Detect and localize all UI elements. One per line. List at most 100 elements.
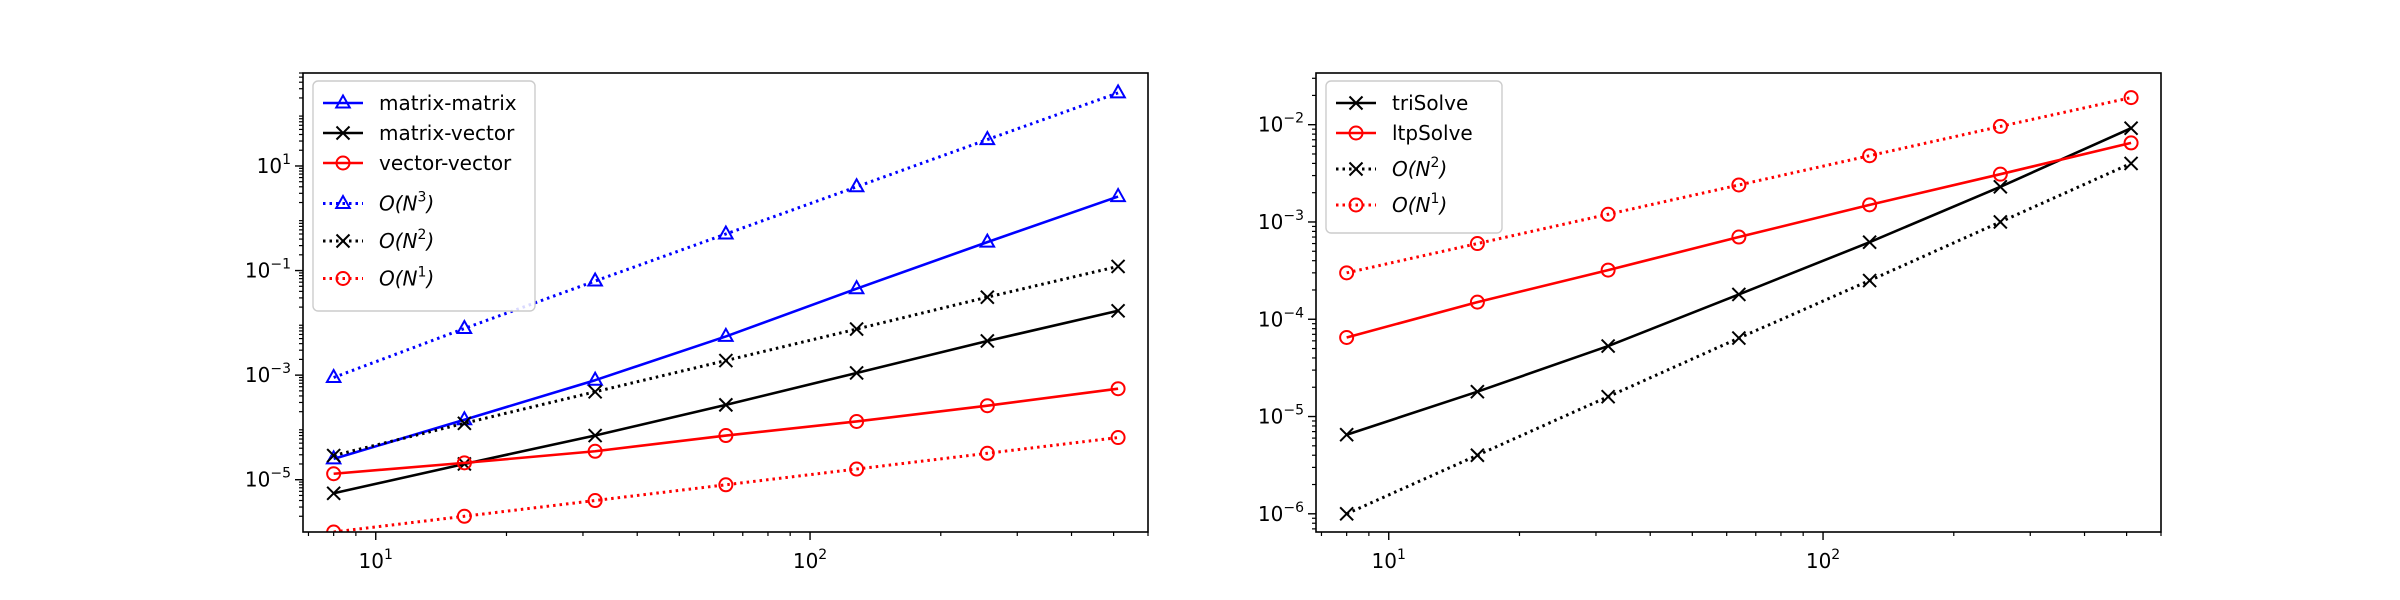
legend-label-exponent: 1 [418, 265, 427, 281]
tick-base: 10 [793, 549, 818, 573]
data-point [326, 486, 341, 501]
legend-entry-4: O(N1) [1336, 191, 1447, 217]
legend-label: O(N2) [1392, 155, 1447, 181]
data-point [586, 271, 604, 287]
plot-area [1339, 90, 2139, 522]
legend-label-text: ) [424, 267, 434, 291]
legend-marker [335, 233, 351, 249]
data-point [1339, 506, 1354, 522]
data-point [2123, 90, 2139, 106]
data-point [1862, 234, 1877, 250]
legend-label-exponent: 1 [1431, 191, 1440, 207]
tick-exponent: 2 [1831, 547, 1840, 563]
legend-marker [1348, 95, 1364, 111]
data-point [326, 448, 341, 463]
marker-x-stroke [1600, 389, 1616, 404]
series-line [333, 91, 1119, 379]
marker-x-stroke [335, 125, 351, 141]
marker-x-stroke [980, 289, 995, 305]
marker-x-stroke [849, 365, 864, 381]
x-axis: 101 102 [307, 532, 1149, 573]
data-point [980, 289, 995, 305]
x-tick-label: 101 [1372, 547, 1406, 573]
data-point [849, 413, 865, 429]
data-point [849, 321, 864, 337]
data-point [1862, 148, 1878, 164]
tick-exponent: −1 [270, 257, 291, 273]
tick-base: 10 [1258, 113, 1283, 137]
marker-x-stroke [1470, 448, 1485, 463]
data-point [717, 326, 735, 342]
marker-x-stroke [849, 321, 864, 337]
legend-label: ltpSolve [1392, 121, 1473, 145]
legend-marker [334, 193, 352, 209]
tick-exponent: 2 [818, 547, 827, 563]
legend-label: triSolve [1392, 91, 1468, 115]
data-point [326, 466, 342, 482]
series-3 [326, 381, 1126, 482]
marker-x-stroke [1993, 179, 2008, 194]
legend-label-exponent: 2 [418, 227, 427, 243]
marker-x-stroke [1731, 287, 1747, 302]
y-tick-label: 10−4 [1258, 305, 1304, 331]
data-point [1731, 177, 1747, 193]
series-line [1346, 96, 2132, 275]
chart-panel-1: 101 10210−510−310−1101matrix-matrixmatrix… [245, 72, 1149, 573]
marker-x-stroke [1348, 161, 1364, 177]
data-point [1469, 294, 1485, 310]
marker-x-stroke [718, 397, 734, 413]
data-point [1731, 330, 1747, 346]
axes-frame [1315, 72, 2162, 533]
legend-label-text: O(N [379, 229, 418, 253]
marker-x-stroke [2123, 156, 2139, 171]
marker-x-stroke [587, 384, 603, 400]
tick-exponent: −4 [1283, 305, 1304, 321]
y-tick-label: 101 [257, 152, 291, 178]
data-point [587, 493, 603, 509]
data-point [325, 367, 343, 384]
tick-exponent: −5 [270, 466, 291, 482]
data-point [1469, 236, 1485, 252]
y-tick-label: 10−6 [1258, 500, 1304, 526]
marker-x-stroke [1993, 214, 2008, 230]
tick-base: 10 [1806, 549, 1831, 573]
marker-x-stroke [335, 233, 351, 249]
axes-frame [302, 72, 1149, 533]
data-point [1109, 187, 1127, 203]
data-point [1339, 427, 1354, 442]
tick-base: 10 [245, 259, 270, 283]
tick-exponent: −6 [1283, 500, 1304, 516]
data-point [1600, 389, 1616, 404]
data-point [1993, 179, 2008, 194]
data-point [1992, 166, 2008, 182]
marker-x-stroke [1862, 234, 1877, 250]
data-point [980, 333, 995, 349]
tick-base: 10 [245, 468, 270, 492]
data-point [1862, 273, 1877, 288]
legend-label-text: O(N [379, 267, 418, 291]
tick-base: 10 [1258, 307, 1283, 331]
legend-label-text: O(N [1392, 157, 1431, 181]
data-point [586, 370, 604, 386]
data-point [456, 508, 472, 524]
data-point [979, 445, 995, 461]
legend-entry-1: matrix-matrix [323, 91, 517, 115]
data-point [978, 130, 996, 146]
data-point [1109, 83, 1127, 99]
data-point [849, 461, 865, 477]
data-point [1731, 229, 1747, 245]
y-tick-label: 10−2 [1258, 111, 1304, 137]
data-point [1110, 303, 1126, 319]
data-point [1339, 265, 1355, 281]
tick-exponent: −3 [1283, 208, 1304, 224]
data-point [2123, 121, 2139, 136]
data-point [1470, 384, 1485, 399]
legend-label-exponent: 3 [418, 190, 427, 206]
tick-base: 10 [1258, 502, 1283, 526]
legend-label: O(N2) [379, 227, 434, 253]
chart-panel-2: 101 10210−610−510−410−310−2triSolveltpSol… [1258, 72, 2162, 573]
legend-label-text: ) [424, 192, 434, 216]
legend-label-text: ltpSolve [1392, 121, 1473, 145]
marker-x-stroke [1110, 259, 1126, 274]
